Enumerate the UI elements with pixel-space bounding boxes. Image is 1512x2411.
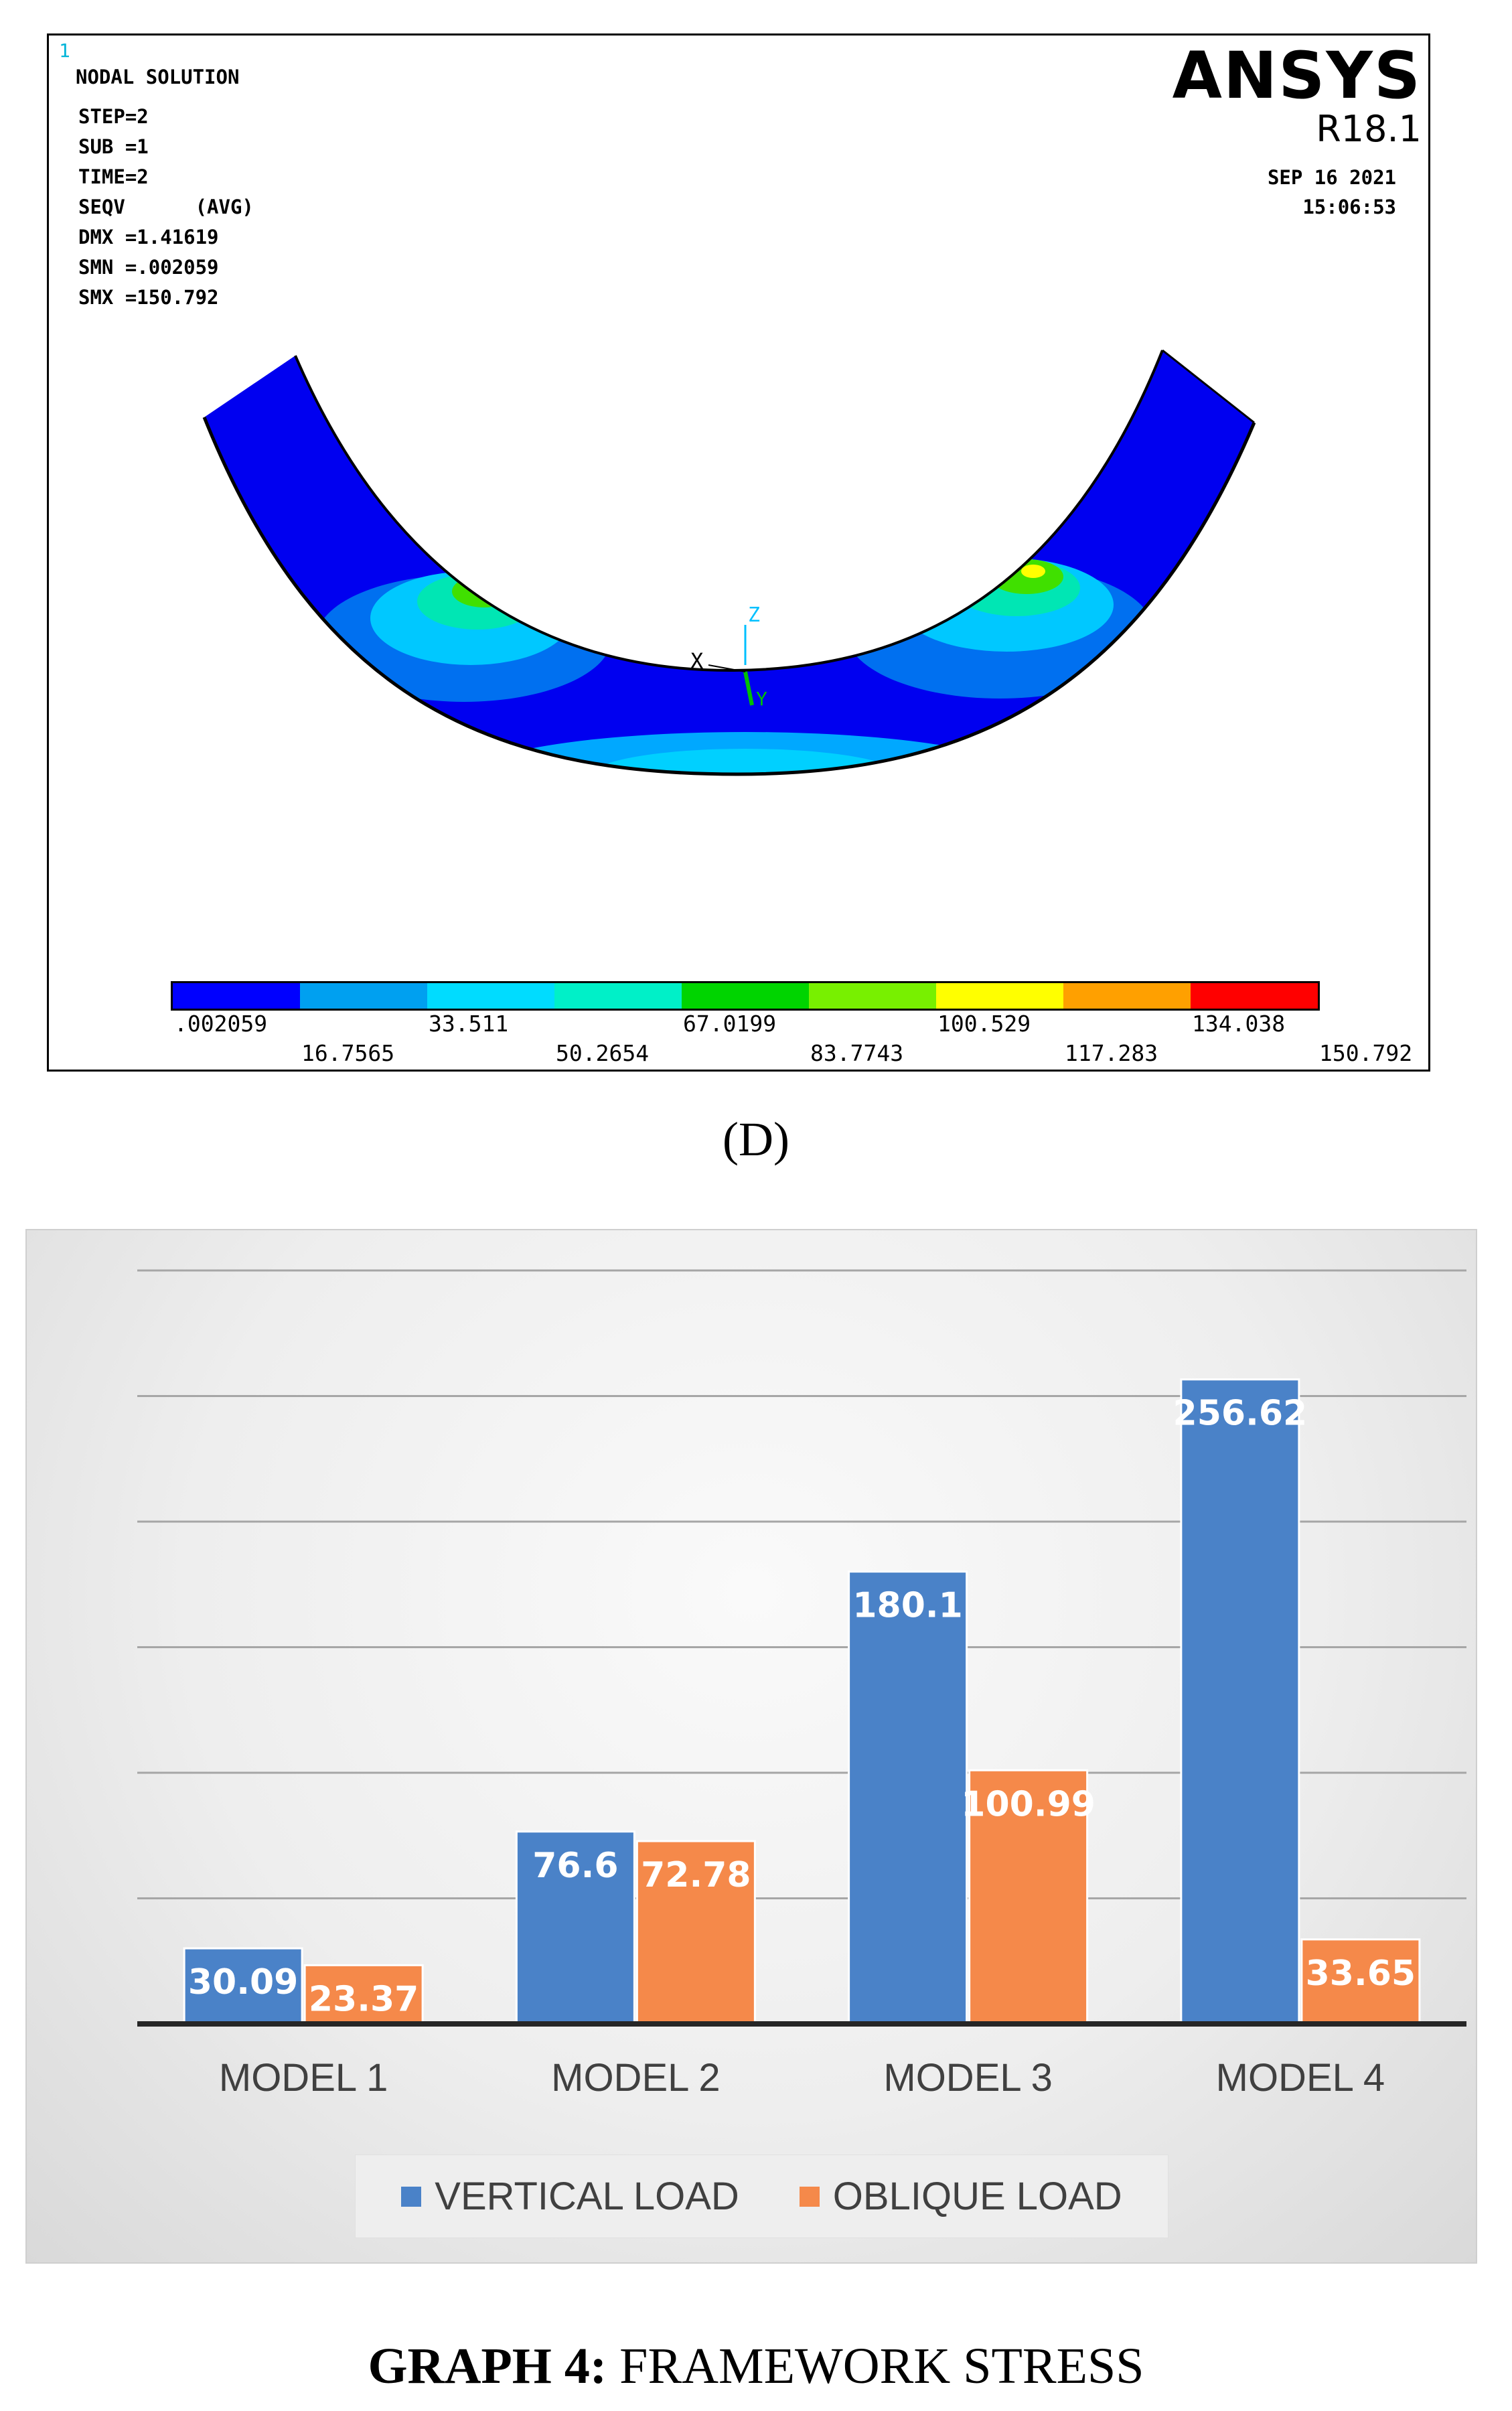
- caption-bold: GRAPH 4:: [368, 2338, 607, 2394]
- param-step: STEP=2: [78, 105, 149, 128]
- bar: [635, 1840, 756, 2025]
- category-label: MODEL 3: [883, 2056, 1052, 2100]
- scale-label-bottom: 16.7565: [301, 1040, 394, 1066]
- timestamp-date: SEP 16 2021: [1267, 166, 1396, 189]
- data-label: 76.6: [532, 1846, 618, 1886]
- data-label: 23.37: [309, 1979, 419, 2019]
- param-smn: SMN =.002059: [78, 256, 219, 279]
- scale-segment: [554, 983, 682, 1009]
- legend-label-oblique: OBLIQUE LOAD: [832, 2175, 1122, 2218]
- timestamp-time: 15:06:53: [1302, 196, 1396, 218]
- bar: [1300, 1938, 1421, 2025]
- axis-label-x: X: [690, 648, 703, 674]
- param-smx: SMX =150.792: [78, 286, 219, 309]
- scale-segment: [1191, 983, 1318, 1009]
- color-scale-bar: .002059 33.511 67.0199 100.529 134.038 16.756…: [171, 981, 1412, 1066]
- caption-text: FRAMEWORK STRESS: [607, 2338, 1144, 2394]
- data-label: 30.09: [188, 1962, 298, 2002]
- bar: [848, 1570, 968, 2025]
- legend-swatch-vertical: [401, 2186, 422, 2207]
- ansys-version: R18.1: [1316, 108, 1422, 150]
- scale-segment: [682, 983, 809, 1009]
- bar-chart: 30.09 23.37 MODEL 1 76.6 72.78 MODEL 2 180.1 10…: [137, 1269, 1466, 2100]
- scale-segment: [173, 983, 300, 1009]
- scale-label-top: 134.038: [1192, 1011, 1285, 1037]
- scale-segment: [936, 983, 1063, 1009]
- scale-segment: [809, 983, 936, 1009]
- axis-triad: Z Y X: [690, 603, 767, 710]
- bar: [303, 1964, 424, 2025]
- scale-label-top: 33.511: [429, 1011, 508, 1037]
- data-label: 100.99: [961, 1784, 1095, 1824]
- param-dmx: DMX =1.41619: [78, 226, 219, 248]
- solution-info: NODAL SOLUTION STEP=2 SUB =1 TIME=2 SEQV…: [76, 62, 254, 313]
- chart-legend: VERTICAL LOAD OBLIQUE LOAD: [355, 2154, 1168, 2238]
- scale-segment: [427, 983, 554, 1009]
- ansys-logo: ANSYS: [1172, 38, 1422, 113]
- bar: [1180, 1378, 1300, 2025]
- axis-label-z: Z: [748, 603, 760, 627]
- data-label: 180.1: [852, 1586, 962, 1626]
- legend-swatch-oblique: [799, 2186, 820, 2207]
- category-label: MODEL 4: [1216, 2056, 1385, 2100]
- data-label: 256.62: [1173, 1394, 1308, 1434]
- axis-label-y: Y: [756, 688, 767, 710]
- ansys-graphics: Z Y X .002059 33.511 67.0199 100.529 134.038…: [171, 349, 1412, 1066]
- ansys-brand: ANSYS R18.1: [1173, 42, 1422, 149]
- bar: [183, 1947, 303, 2025]
- scale-label-bottom: 83.7743: [810, 1040, 903, 1066]
- timestamp: SEP 16 2021 15:06:53: [1268, 163, 1396, 222]
- bar: [968, 1769, 1089, 2025]
- param-time: TIME=2: [78, 165, 149, 188]
- ansys-panel: Z Y X .002059 33.511 67.0199 100.529 134.038…: [47, 33, 1430, 1072]
- param-seqv: SEQV (AVG): [78, 196, 254, 218]
- window-index: 1: [59, 40, 70, 62]
- legend-label-vertical: VERTICAL LOAD: [435, 2175, 739, 2218]
- scale-label-top: 100.529: [937, 1011, 1031, 1037]
- graph-caption: GRAPH 4: FRAMEWORK STRESS: [0, 2337, 1512, 2396]
- scale-segment: [300, 983, 427, 1009]
- data-label: 33.65: [1306, 1954, 1416, 1994]
- scale-label-bottom: 150.792: [1319, 1040, 1412, 1066]
- data-label: 72.78: [641, 1855, 751, 1895]
- category-label: MODEL 2: [551, 2056, 720, 2100]
- bar: [515, 1830, 635, 2025]
- scale-label-bottom: 117.283: [1065, 1040, 1158, 1066]
- solution-title: NODAL SOLUTION: [76, 66, 240, 88]
- scale-label-bottom: 50.2654: [556, 1040, 649, 1066]
- param-sub: SUB =1: [78, 135, 149, 158]
- chart-area: 30.09 23.37 MODEL 1 76.6 72.78 MODEL 2 180.1 10…: [25, 1229, 1477, 2264]
- scale-label-top: 67.0199: [683, 1011, 776, 1037]
- legend-item-vertical: VERTICAL LOAD: [401, 2174, 739, 2219]
- scale-segment: [1063, 983, 1191, 1009]
- bracket-model: [202, 349, 1256, 776]
- category-label: MODEL 1: [219, 2056, 388, 2100]
- legend-item-oblique: OBLIQUE LOAD: [799, 2174, 1122, 2219]
- panel-label: (D): [723, 1112, 789, 1166]
- scale-label-top: .002059: [174, 1011, 267, 1037]
